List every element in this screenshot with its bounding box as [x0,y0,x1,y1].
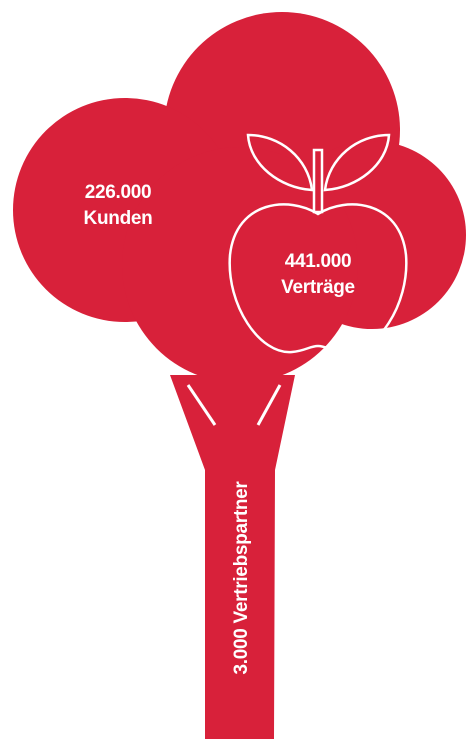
customers-number: 226.000 [85,182,152,203]
contracts-number: 441.000 [285,251,352,272]
page: 226.000 Kunden 441.000 Verträge 3.000 Ve… [0,0,475,739]
tree-infographic: 226.000 Kunden 441.000 Verträge 3.000 Ve… [0,0,475,739]
partners-label: 3.000 Vertriebspartner [231,481,252,675]
contracts-label: Verträge [281,277,355,298]
customers-label: Kunden [84,208,153,229]
